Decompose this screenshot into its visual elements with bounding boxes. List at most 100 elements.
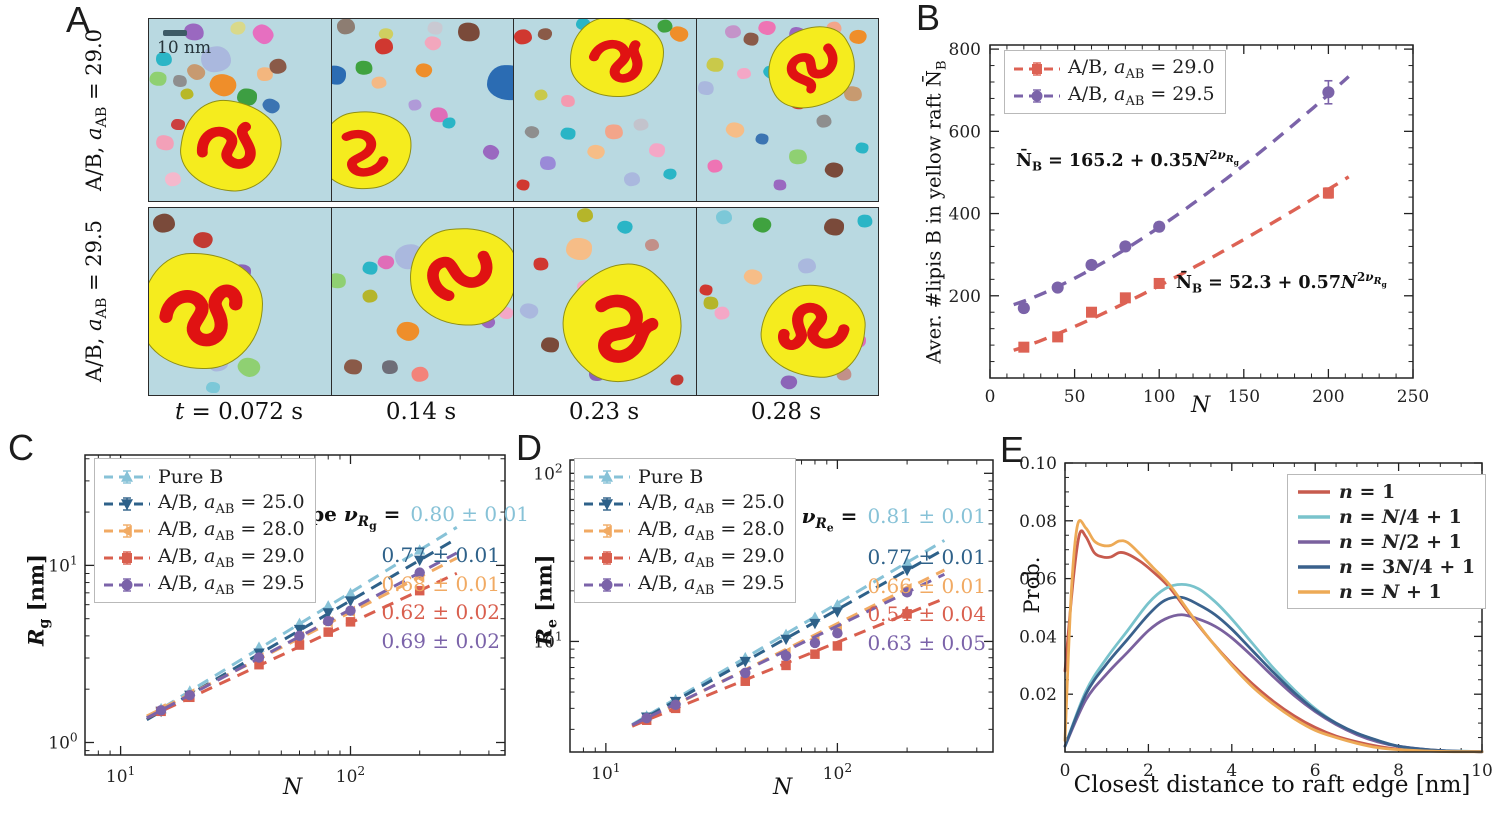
lipid-blob — [757, 19, 778, 38]
chart-d-xlabel: N — [773, 775, 793, 800]
legend-label: A/B, aAB = 29.5 — [638, 571, 785, 598]
polymer-squiggle — [595, 294, 659, 363]
lipid-blob — [670, 374, 684, 386]
legend-marker-square — [583, 549, 631, 567]
chart-e-ylabel: Prob. — [1020, 556, 1044, 614]
legend-marker-line — [1296, 560, 1332, 574]
slope-row: 0.68 ± 0.01 — [278, 570, 500, 599]
snapshot-frame-r1c3 — [513, 18, 697, 202]
slope-value: 0.81 ± 0.01 — [867, 504, 986, 528]
lipid-blob — [481, 142, 502, 161]
slope-value: 0.62 ± 0.02 — [381, 600, 500, 625]
lipid-blob — [149, 71, 167, 87]
slope-row: 0.63 ± 0.05 — [708, 629, 986, 658]
lipid-blob — [411, 367, 429, 382]
lipid-blob — [696, 79, 716, 98]
svg-text:200: 200 — [1312, 387, 1344, 407]
legend-marker-tri-up — [103, 468, 151, 486]
chart-c-xlabel: N — [283, 775, 303, 800]
lipid-blob — [798, 258, 817, 274]
legend-label: n = N + 1 — [1339, 580, 1442, 603]
legend-marker-circle — [583, 576, 631, 594]
lipid-blob — [206, 69, 240, 101]
legend-marker-circle — [103, 576, 151, 594]
yellow-raft — [331, 106, 416, 194]
lipid-blob — [371, 76, 387, 90]
snapshot-frame-r2c4 — [695, 207, 879, 396]
polymer-squiggle — [341, 129, 389, 177]
svg-text:101: 101 — [48, 553, 77, 576]
slope-value: 0.69 ± 0.02 — [381, 628, 500, 653]
legend-entry: A/B, aAB = 25.0 — [103, 490, 305, 517]
lipid-blob — [380, 358, 399, 376]
lipid-blob — [486, 64, 514, 101]
snapshot-frame-r2c3 — [513, 207, 697, 396]
polymer-squiggle — [777, 303, 850, 351]
svg-text:101: 101 — [106, 764, 135, 787]
lipid-blob — [331, 271, 348, 291]
scale-bar — [163, 30, 187, 36]
lipid-blob — [633, 118, 649, 131]
lipid-blob — [154, 132, 177, 154]
legend-entry: Pure B — [583, 463, 785, 490]
legend-label: A/B, aAB = 29.0 — [638, 544, 785, 571]
polymer-squiggle — [196, 122, 256, 170]
lipid-blob — [237, 88, 257, 106]
svg-text:10: 10 — [1471, 761, 1493, 781]
chart-d-ylabel: Re [nm] — [531, 554, 561, 646]
panel-d-letter: D — [516, 427, 542, 468]
lipid-blob — [375, 38, 394, 54]
polymer-squiggle — [427, 250, 493, 302]
legend-entry: n = 3N/4 + 1 — [1296, 554, 1475, 579]
svg-text:250: 250 — [1397, 387, 1429, 407]
panel-e-letter: E — [1000, 429, 1025, 470]
lipid-blob — [498, 306, 513, 319]
lipid-blob — [249, 20, 277, 47]
lipid-blob — [755, 133, 769, 145]
svg-text:100: 100 — [48, 730, 77, 753]
slope-value: 0.63 ± 0.05 — [867, 630, 986, 655]
lipid-blob — [413, 60, 435, 80]
svg-text:101: 101 — [591, 761, 620, 784]
lipid-blob — [644, 239, 659, 252]
svg-text:100: 100 — [1143, 387, 1175, 407]
legend-marker-tri-left — [103, 522, 151, 540]
legend-entry: A/B, aAB = 29.5 — [1013, 82, 1215, 109]
svg-text:2: 2 — [1143, 761, 1154, 781]
yellow-raft — [405, 223, 514, 331]
lipid-blob — [201, 46, 232, 72]
lipid-blob — [787, 148, 809, 167]
svg-text:400: 400 — [949, 205, 981, 225]
time-label-3: 0.23 s — [568, 399, 640, 425]
legend-label: A/B, aAB = 28.0 — [638, 517, 785, 544]
legend-entry: A/B, aAB = 25.0 — [583, 490, 785, 517]
snapshot-frame-r1c2 — [330, 18, 514, 202]
legend-label: A/B, aAB = 25.0 — [158, 490, 305, 517]
lipid-blob — [532, 256, 550, 272]
legend-entry: A/B, aAB = 28.0 — [103, 517, 305, 544]
legend-entry: Pure B — [103, 463, 305, 490]
svg-text:150: 150 — [1228, 387, 1260, 407]
lipid-blob — [657, 19, 673, 33]
lipid-blob — [164, 172, 181, 186]
row-label-aab29.5: A/B, aAB = 29.5 — [81, 219, 111, 383]
legend-label: A/B, aAB = 29.0 — [1068, 55, 1215, 82]
legend-label: A/B, aAB = 29.5 — [1068, 82, 1215, 109]
snapshot-frame-r1c1: 10 nm — [148, 18, 332, 202]
legend-entry: n = N/4 + 1 — [1296, 504, 1475, 529]
legend-entry: n = N + 1 — [1296, 579, 1475, 604]
svg-text:600: 600 — [949, 122, 981, 142]
legend-entry: A/B, aAB = 29.5 — [583, 571, 785, 598]
lipid-blob — [362, 261, 378, 275]
slope-row: 0.54 ± 0.04 — [708, 600, 986, 629]
svg-text:102: 102 — [336, 764, 365, 787]
time-label-4: 0.28 s — [750, 399, 822, 425]
lipid-blob — [560, 127, 576, 141]
legend-entry: A/B, aAB = 29.0 — [583, 544, 785, 571]
panel-b-letter: B — [916, 0, 941, 38]
slope-value: 0.77 ± 0.01 — [381, 543, 500, 568]
lipid-blob — [723, 119, 746, 141]
chart-e-xlabel: Closest distance to raft edge [nm] — [1073, 772, 1471, 798]
